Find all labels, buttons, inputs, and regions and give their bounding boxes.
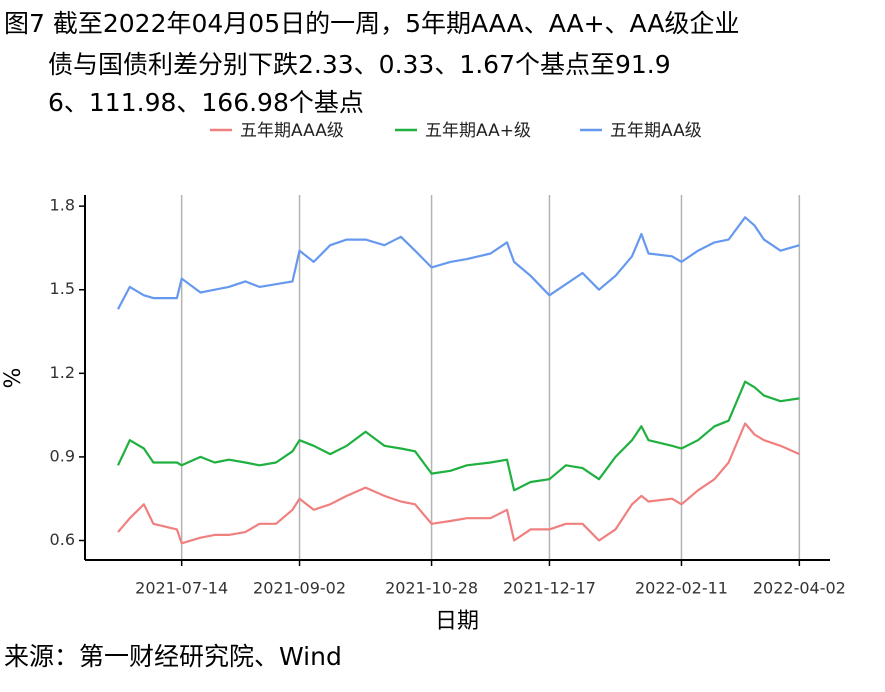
y-tick-label: 0.6	[50, 530, 75, 549]
y-axis-label: %	[1, 368, 26, 389]
x-tick-label: 2022-02-11	[635, 579, 728, 598]
chart-title-line: 图7 截至2022年04月05日的一周，5年期AAA、AA+、AA级企业	[4, 9, 739, 38]
x-tick-label: 2021-12-17	[503, 579, 596, 598]
chart-title-line: 6、111.98、166.98个基点	[48, 88, 364, 117]
series-line	[117, 380, 800, 492]
series-line	[117, 422, 800, 545]
series-line	[117, 216, 800, 310]
y-tick-label: 0.9	[50, 446, 75, 465]
y-tick-label: 1.8	[50, 196, 75, 215]
source: 来源：第一财经研究院、Wind	[4, 642, 342, 671]
legend-label: 五年期AA级	[610, 121, 702, 141]
x-tick-label: 2021-10-28	[385, 579, 478, 598]
legend-label: 五年期AAA级	[240, 121, 344, 141]
y-tick-label: 1.5	[50, 279, 75, 298]
legend-label: 五年期AA+级	[425, 121, 531, 141]
x-axis-label: 日期	[435, 609, 479, 634]
x-tick-label: 2022-04-02	[753, 579, 846, 598]
chart-title-line: 债与国债利差分别下跌2.33、0.33、1.67个基点至91.9	[48, 50, 671, 79]
y-tick-label: 1.2	[50, 363, 75, 382]
x-tick-label: 2021-07-14	[135, 579, 228, 598]
x-tick-label: 2021-09-02	[253, 579, 346, 598]
